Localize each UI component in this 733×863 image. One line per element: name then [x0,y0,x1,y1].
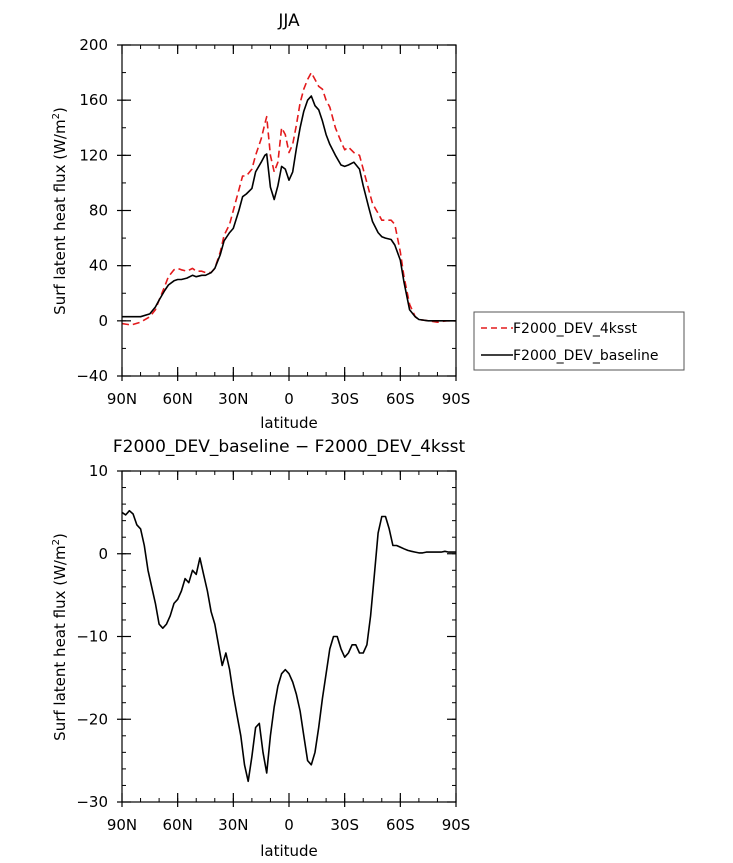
y-tick-label: 0 [98,312,108,330]
y-tick-label: −10 [76,628,108,646]
x-tick-label: 30S [330,816,359,834]
y-tick-label: 10 [89,462,108,480]
top-panel-tick-labels: 90N 60N 30N 0 30S 60S 90S −40 0 40 80 120 160 200 [76,36,470,408]
top-panel-title: JJA [277,11,300,31]
x-tick-label: 90S [442,390,471,408]
bottom-panel-ticks [117,470,457,807]
x-tick-label: 60N [163,816,193,834]
legend-label-4ksst: F2000_DEV_4ksst [513,321,637,337]
bottom-panel: F2000_DEV_baseline − F2000_DEV_4ksst 90N… [51,437,470,860]
legend-box [473,311,685,371]
legend: F2000_DEV_4ksst F2000_DEV_baseline [473,311,685,371]
y-tick-label: 200 [79,36,108,54]
y-tick-label: 0 [98,545,108,563]
x-tick-label: 60N [163,390,193,408]
top-panel-series [121,71,456,326]
x-tick-label: 90S [442,816,471,834]
y-tick-label: 80 [89,202,108,220]
bottom-panel-frame [121,470,457,803]
x-tick-label: 60S [386,816,415,834]
top-panel: JJA 90N 60N 30N 0 30S 60S 90S −40 0 40 80 120 160 200… [51,11,470,432]
top-panel-ylabel: Surf latent heat flux (W/m2) [51,107,69,315]
bottom-panel-series [121,509,456,783]
bottom-panel-title: F2000_DEV_baseline − F2000_DEV_4ksst [113,437,466,457]
bottom-panel-tick-labels: 90N 60N 30N 0 30S 60S 90S −30 −20 −10 0 10 [76,462,470,834]
x-tick-label: 90N [107,816,137,834]
x-tick-label: 30N [218,390,248,408]
y-tick-label: −20 [76,710,108,728]
x-tick-label: 30S [330,390,359,408]
bottom-panel-xlabel: latitude [260,842,318,860]
x-tick-label: 0 [284,390,294,408]
bottom-panel-ylabel: Surf latent heat flux (W/m2) [51,533,69,741]
y-tick-label: 120 [79,146,108,164]
legend-label-baseline: F2000_DEV_baseline [513,348,659,364]
series-line-0 [121,71,456,326]
x-tick-label: 30N [218,816,248,834]
y-tick-label: 40 [89,257,108,275]
series-line-0 [121,509,456,783]
y-tick-label: −30 [76,793,108,811]
series-line-1 [122,95,456,322]
x-tick-label: 90N [107,390,137,408]
y-tick-label: 160 [79,91,108,109]
y-tick-label: −40 [76,367,108,385]
top-panel-frame [121,44,457,377]
x-tick-label: 0 [284,816,294,834]
x-tick-label: 60S [386,390,415,408]
top-panel-ticks [117,44,457,381]
top-panel-xlabel: latitude [260,414,318,432]
